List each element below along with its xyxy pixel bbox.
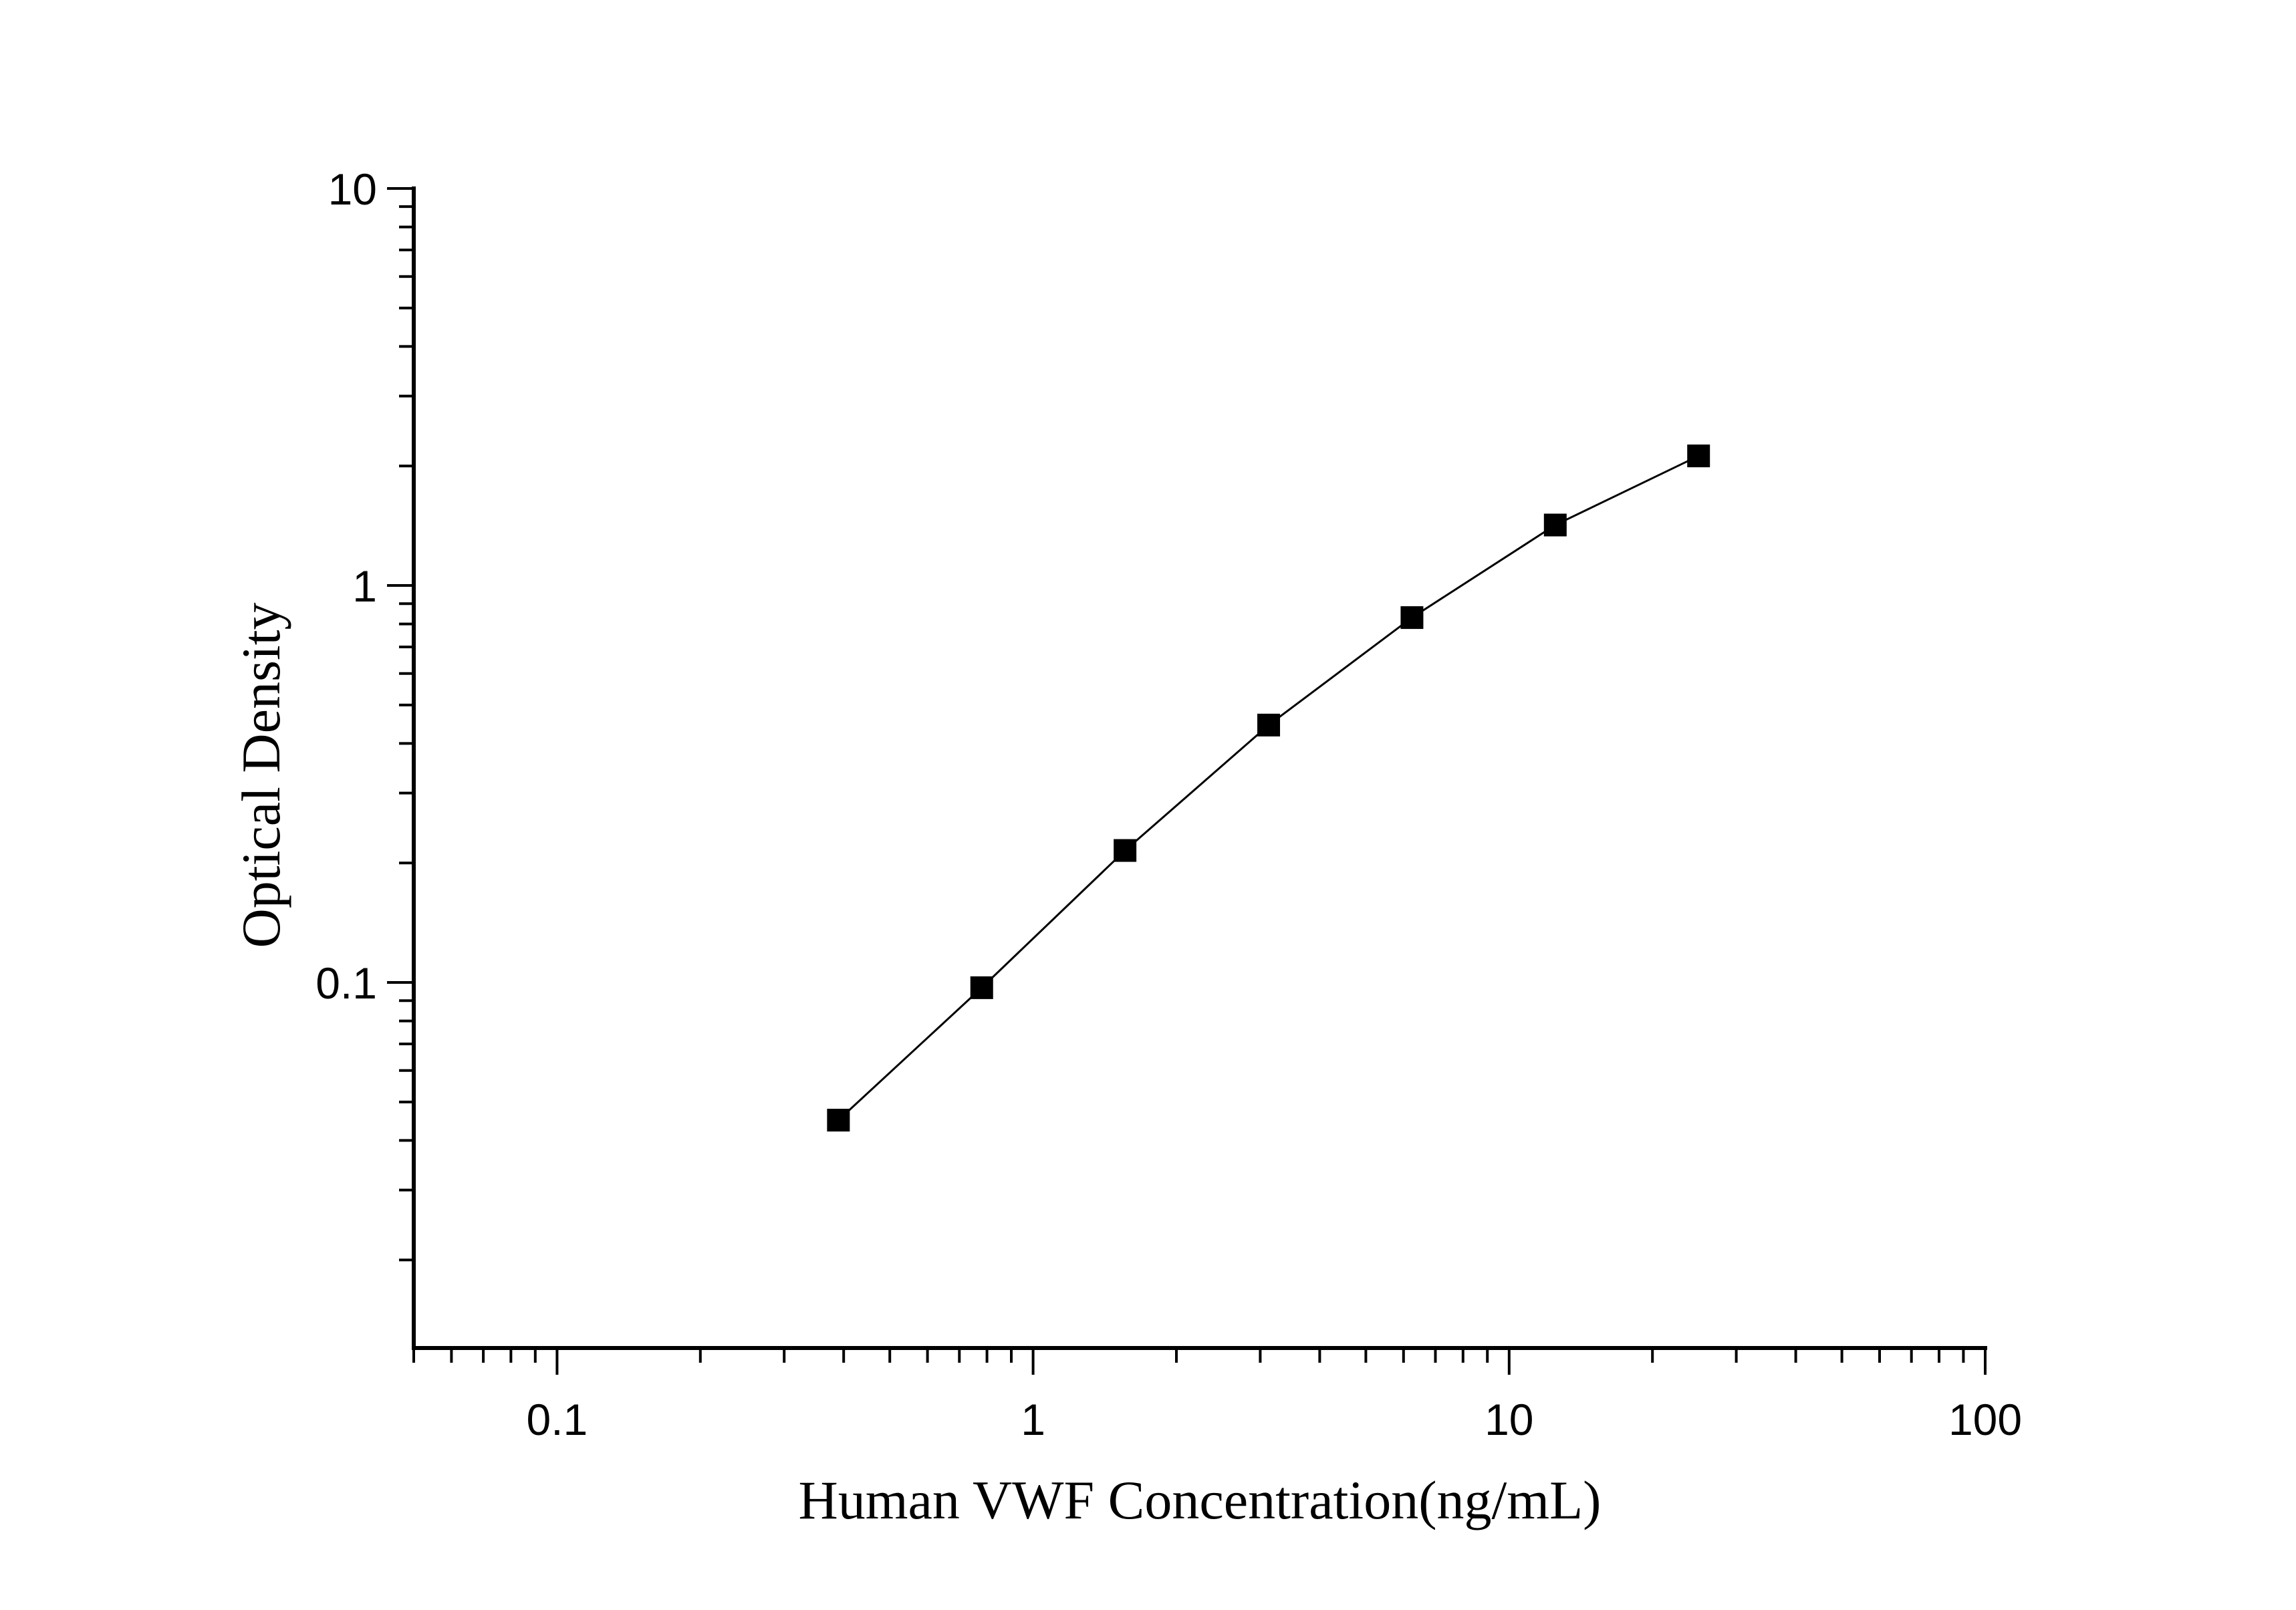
x-axis-title: Human VWF Concentration(ng/mL) [799, 1470, 1602, 1530]
data-point [1687, 444, 1710, 468]
y-tick-label: 10 [328, 164, 377, 214]
data-point [1543, 513, 1567, 537]
data-point [970, 976, 993, 999]
y-tick-labels: 0.1 1 10 [315, 164, 377, 1008]
data-point [1114, 839, 1137, 862]
y-tick-label: 0.1 [315, 958, 377, 1008]
x-tick-label: 100 [1948, 1395, 2022, 1444]
y-tick-label: 1 [352, 561, 377, 611]
data-point [1400, 606, 1424, 630]
series [827, 444, 1710, 1132]
data-point [1257, 713, 1281, 736]
x-tick-label: 0.1 [527, 1395, 588, 1444]
y-axis-title: Optical Density [231, 603, 291, 948]
data-point [827, 1109, 850, 1132]
x-tick-label: 10 [1485, 1395, 1533, 1444]
x-tick-label: 1 [1021, 1395, 1045, 1444]
series-line [838, 454, 1699, 1121]
axes [387, 186, 1987, 1375]
x-tick-labels: 0.1 1 10 100 [527, 1395, 2023, 1444]
